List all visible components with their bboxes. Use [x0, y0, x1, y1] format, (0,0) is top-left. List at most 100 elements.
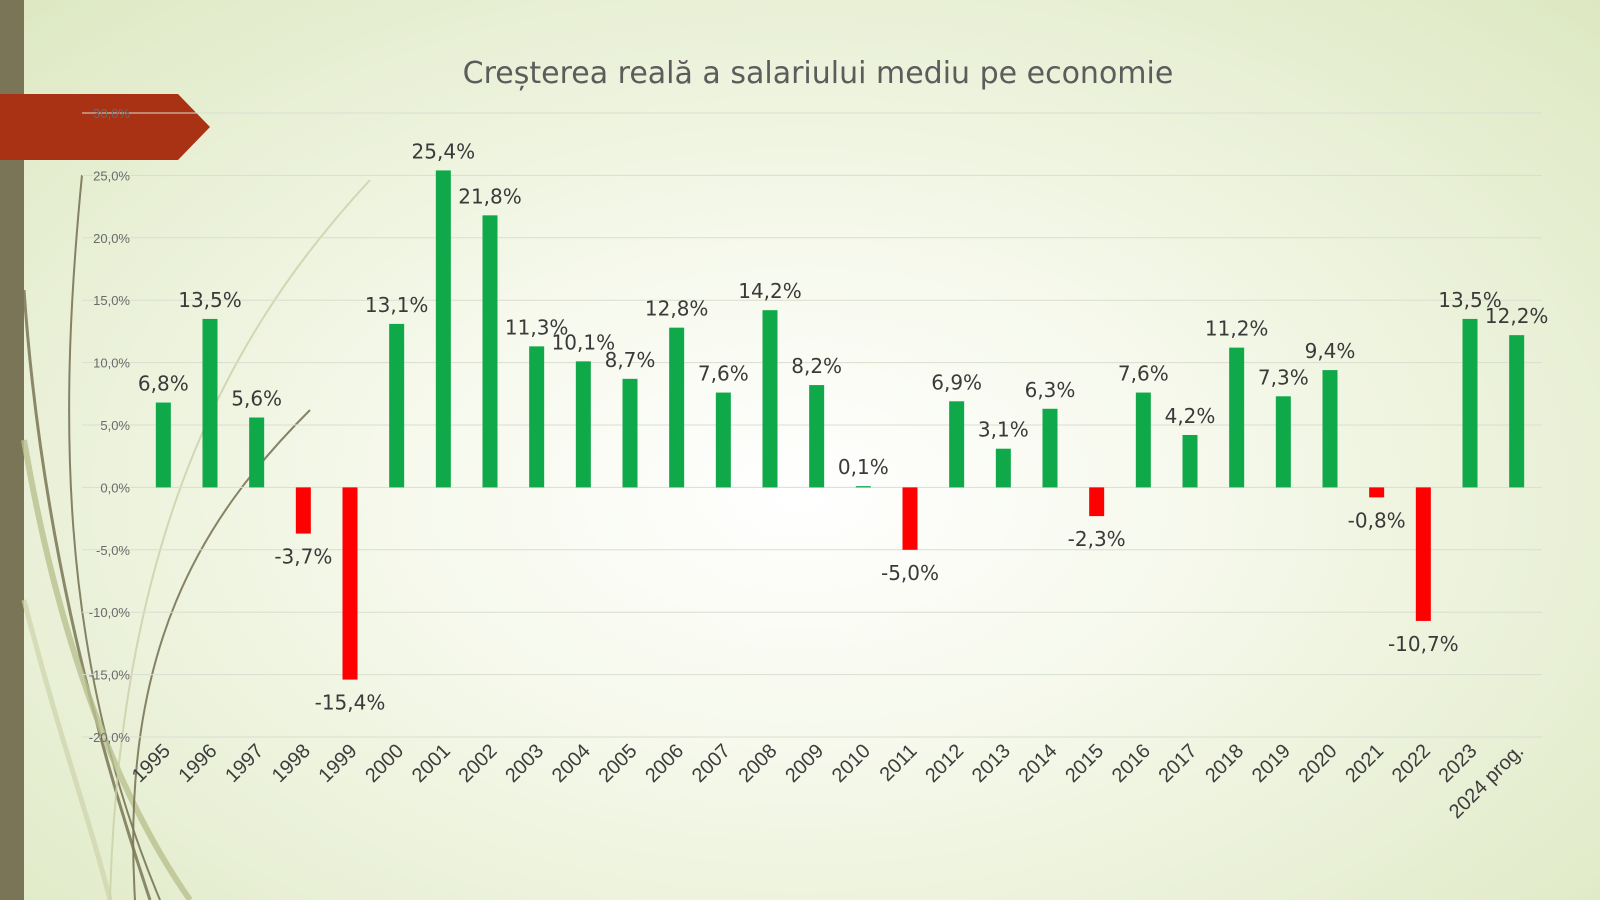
bar	[1415, 487, 1431, 621]
data-label: 6,3%	[1025, 378, 1076, 402]
data-label: -15,4%	[315, 691, 386, 715]
data-label: 0,1%	[838, 455, 889, 479]
data-label: 7,3%	[1258, 365, 1309, 389]
chart-title: Creșterea reală a salariului mediu pe ec…	[463, 56, 1174, 91]
data-label: 7,6%	[698, 362, 749, 386]
y-tick-label: -10,0%	[89, 605, 131, 620]
bar	[669, 327, 685, 488]
bar	[1275, 396, 1291, 488]
x-tick-label: 2009	[781, 740, 828, 787]
data-label: 9,4%	[1305, 339, 1356, 363]
decorative-curve	[21, 439, 193, 900]
x-axis-ticks: 1995 1996 1997 1998 1999 2000 2001 2002 2003 2004…	[128, 740, 1528, 823]
x-tick-label: 2015	[1061, 740, 1108, 787]
bar	[342, 487, 358, 680]
bar	[855, 486, 871, 488]
bar	[1089, 487, 1105, 517]
decorative-curve	[109, 179, 371, 900]
data-label: -5,0%	[881, 561, 939, 585]
data-label: 11,2%	[1205, 317, 1269, 341]
y-tick-label: 15,0%	[93, 293, 130, 308]
x-tick-label: 2011	[876, 740, 922, 786]
data-label: 21,8%	[458, 184, 522, 208]
data-label: -0,8%	[1348, 508, 1406, 532]
data-label: 8,2%	[791, 354, 842, 378]
bar	[715, 392, 731, 488]
y-tick-label: -20,0%	[89, 730, 131, 745]
data-label: 12,8%	[645, 297, 709, 321]
bar	[622, 378, 638, 488]
y-tick-label: -15,0%	[89, 668, 131, 683]
data-label: 13,5%	[1438, 288, 1502, 312]
bar	[995, 448, 1011, 488]
x-tick-label: 2008	[735, 740, 782, 787]
decorative-curve	[21, 599, 113, 900]
bar	[1042, 408, 1058, 488]
x-tick-label: 2013	[968, 740, 1015, 787]
data-label: 10,1%	[552, 330, 616, 354]
y-tick-label: 25,0%	[93, 168, 130, 183]
y-tick-label: 20,0%	[93, 231, 130, 246]
bar	[949, 401, 965, 488]
x-tick-label: 2000	[361, 740, 408, 787]
y-tick-label: 5,0%	[100, 418, 130, 433]
bar	[1322, 370, 1338, 488]
data-label: 6,8%	[138, 372, 189, 396]
bar	[435, 170, 451, 488]
data-label: 14,2%	[738, 279, 802, 303]
x-tick-label: 1999	[315, 740, 362, 787]
data-labels: 6,8% 13,5% 5,6% -3,7% -15,4% 13,1% 25,4% 21,8% 1…	[138, 139, 1549, 714]
x-tick-label: 2022	[1388, 740, 1435, 787]
y-axis-ticks: 30,0% 25,0% 20,0% 15,0% 10,0% 5,0% 0,0% -5,0% -1…	[89, 106, 131, 745]
x-tick-label: 2010	[828, 740, 875, 787]
y-tick-label: 10,0%	[93, 356, 130, 371]
bar	[249, 417, 265, 488]
bars	[155, 170, 1525, 680]
data-label: 5,6%	[231, 387, 282, 411]
x-tick-label: 2019	[1248, 740, 1295, 787]
x-tick-label: 2018	[1201, 740, 1248, 787]
x-tick-label: 2012	[921, 740, 968, 787]
bar	[482, 215, 498, 488]
bar	[155, 402, 171, 488]
data-label: 13,1%	[365, 293, 429, 317]
data-label: 7,6%	[1118, 362, 1169, 386]
arrow-banner	[0, 94, 210, 160]
bar	[389, 323, 405, 488]
x-tick-label: 2001	[408, 740, 455, 787]
data-label: 4,2%	[1165, 404, 1216, 428]
decorative-curve	[22, 289, 152, 900]
bar	[1182, 434, 1198, 488]
x-tick-label: 2020	[1295, 740, 1342, 787]
x-tick-label: 2004	[548, 740, 595, 787]
y-tick-label: 0,0%	[100, 480, 130, 495]
bar	[902, 487, 918, 550]
x-tick-label: 1995	[128, 740, 175, 787]
data-label: -2,3%	[1068, 527, 1126, 551]
bar	[762, 310, 778, 488]
bar	[1229, 347, 1245, 488]
decorative-curve	[68, 174, 161, 900]
bar	[295, 487, 311, 534]
x-tick-label: 2016	[1108, 740, 1155, 787]
data-label: -10,7%	[1388, 632, 1459, 656]
bar	[1509, 335, 1525, 488]
y-tick-label: -5,0%	[96, 543, 130, 558]
data-label: 8,7%	[605, 348, 656, 372]
x-tick-label: 1997	[221, 740, 268, 787]
data-label: 13,5%	[178, 288, 242, 312]
bar	[529, 346, 545, 488]
gridlines	[82, 112, 1542, 738]
data-label: 25,4%	[412, 139, 476, 163]
x-tick-label: 2021	[1341, 740, 1388, 787]
bar	[1369, 487, 1385, 498]
x-tick-label: 2007	[688, 740, 735, 787]
data-label: 6,9%	[931, 370, 982, 394]
y-tick-label: 30,0%	[93, 106, 130, 121]
bar	[809, 385, 825, 488]
x-tick-label: 2005	[595, 740, 642, 787]
x-tick-label: 1998	[268, 740, 315, 787]
bar	[1462, 318, 1478, 488]
